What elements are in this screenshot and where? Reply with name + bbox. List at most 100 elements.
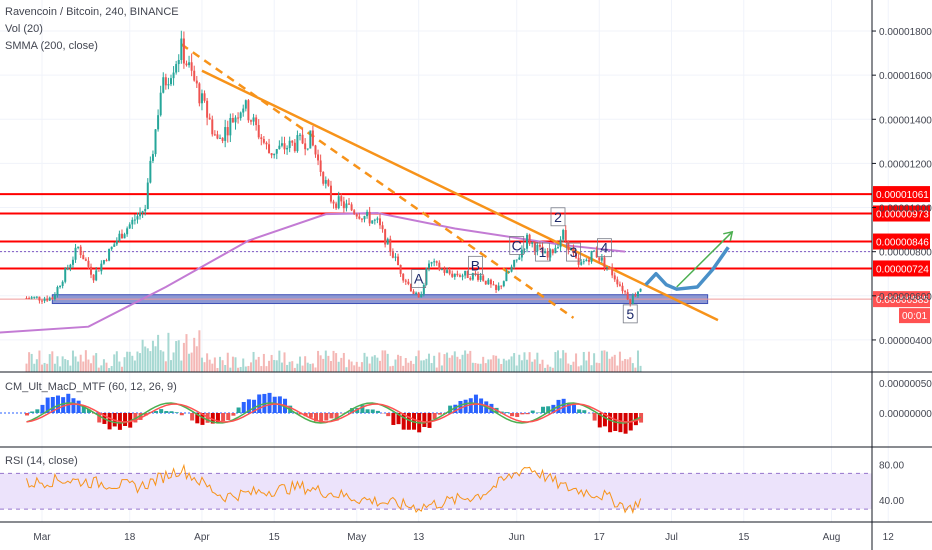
candle-body [335, 203, 338, 209]
macd-histogram-bar [561, 398, 566, 413]
volume-bar [541, 359, 544, 372]
volume-bar [438, 352, 441, 372]
candle-body [500, 285, 503, 287]
candle-body [487, 279, 490, 285]
volume-bar [376, 357, 379, 372]
volume-bar [208, 359, 211, 372]
volume-bar [38, 350, 41, 372]
current-price-tag [873, 291, 930, 308]
volume-bar [69, 365, 72, 372]
level-price-tag [873, 205, 930, 222]
volume-bar [288, 361, 291, 372]
annotation-label: C [512, 237, 522, 253]
candle-body [639, 288, 642, 292]
volume-bar [154, 346, 157, 372]
volume-bar [428, 353, 430, 372]
volume-bar [53, 363, 56, 372]
macd-histogram-bar [154, 411, 159, 413]
candle-body [590, 251, 593, 262]
macd-histogram-bar [406, 413, 411, 430]
volume-bar [157, 334, 160, 372]
macd-histogram-bar [313, 413, 318, 422]
macd-histogram-bar [71, 398, 76, 413]
candle-body [257, 125, 260, 138]
volume-bar [28, 352, 31, 372]
volume-bar [66, 360, 69, 372]
volume-bar [471, 362, 474, 372]
candle-body [226, 127, 229, 136]
candle-body [95, 270, 98, 281]
annotation-label: 5 [626, 306, 634, 322]
candle-body [469, 277, 472, 280]
volume-bar [296, 363, 299, 372]
candle-body [402, 273, 405, 281]
volume-bar [461, 354, 464, 372]
candle-body [538, 244, 541, 247]
candle-body [206, 100, 209, 118]
candle-body [133, 219, 136, 221]
macd-histogram-bar [174, 412, 179, 413]
macd-histogram-bar [437, 413, 442, 415]
candle-body [492, 284, 495, 286]
candle-body [435, 261, 438, 263]
candle-body [368, 211, 371, 224]
volume-bar [585, 360, 588, 372]
price-tick-label: 0.00001200 [879, 159, 932, 170]
macd-histogram-bar [123, 413, 128, 427]
candle-body [319, 160, 322, 172]
volume-bar [257, 356, 260, 372]
candle-body [572, 247, 575, 254]
candle-body [618, 284, 621, 286]
candle-body [348, 203, 351, 205]
rsi-band [0, 473, 872, 510]
annotation-box [411, 269, 427, 288]
rsi-line [26, 463, 642, 515]
arrow-line [676, 231, 733, 288]
candle-body [97, 270, 100, 272]
volume-bar [260, 366, 263, 372]
candle-body [175, 64, 178, 73]
candle-body [128, 224, 131, 229]
candle-body [252, 117, 255, 122]
volume-bar [443, 354, 446, 372]
annotation-box [550, 207, 566, 227]
volume-bar [523, 352, 526, 372]
volume-bar [564, 352, 567, 372]
candle-body [386, 238, 389, 245]
x-tick-label: May [347, 532, 366, 543]
candle-body [345, 203, 348, 209]
candle-body [216, 134, 219, 139]
candle-body [66, 268, 69, 270]
volume-bar [41, 364, 43, 372]
level-price-tag [873, 186, 930, 203]
candle-body [515, 259, 518, 261]
macd-histogram-bar [386, 413, 391, 417]
annotation-box [509, 236, 525, 255]
macd-histogram-bar [448, 405, 453, 413]
volume-bar [79, 354, 82, 372]
candle-body [409, 283, 412, 292]
annotation-label: 3 [570, 244, 578, 260]
candle-body [363, 216, 366, 220]
volume-bar [404, 358, 407, 372]
macd-histogram-bar [370, 409, 375, 413]
candle-body [167, 84, 170, 86]
volume-bar [446, 352, 449, 372]
candle-body [69, 264, 72, 269]
candle-body [575, 253, 578, 258]
candle-body [299, 134, 301, 136]
candle-body [407, 281, 410, 284]
candle-body [262, 139, 265, 143]
grid [0, 0, 889, 522]
macd-histogram-bar [81, 405, 86, 413]
candle-body [471, 273, 474, 280]
volume-bar [200, 357, 203, 372]
candle-body [329, 185, 332, 202]
volume-bar [402, 365, 405, 372]
x-tick-label: 18 [124, 532, 136, 543]
macd-histogram-bar [396, 413, 401, 425]
volume-bar [613, 354, 616, 372]
volume-bar [172, 352, 175, 372]
volume-bar [30, 353, 33, 372]
